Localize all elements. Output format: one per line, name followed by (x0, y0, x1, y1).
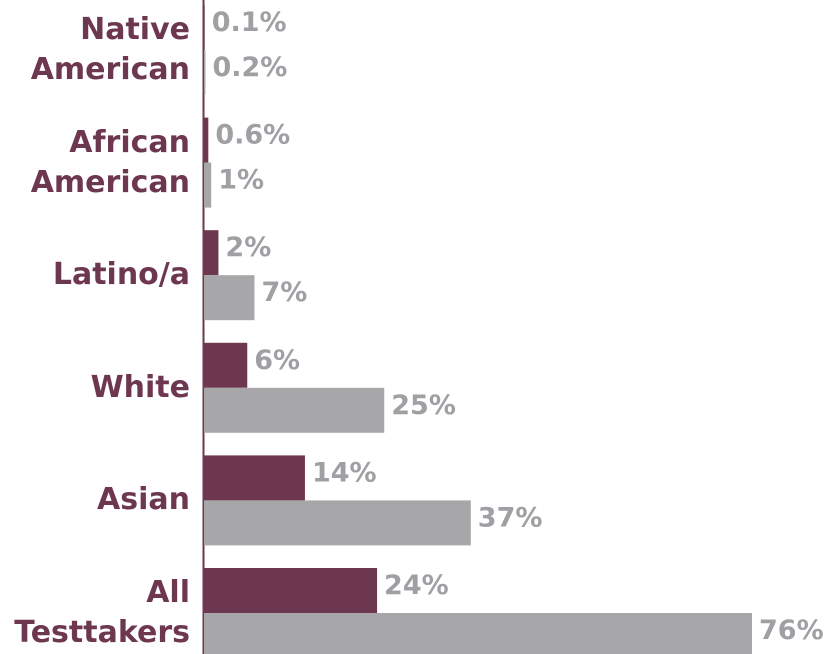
value-label: 76% (759, 615, 824, 646)
bar (204, 162, 212, 208)
category-label: Latino/a (52, 257, 190, 293)
value-label: 7% (261, 277, 307, 308)
bar (204, 500, 471, 546)
bar (204, 117, 209, 163)
category-label: White (90, 369, 190, 405)
value-label: 2% (225, 232, 271, 263)
bar (204, 230, 219, 276)
value-label: 0.1% (212, 7, 287, 38)
value-label: 0.2% (212, 52, 287, 83)
value-label: 25% (391, 390, 456, 421)
bar (204, 568, 378, 613)
value-label: 24% (384, 570, 449, 601)
value-label: 6% (254, 345, 300, 376)
bar (204, 275, 255, 321)
value-label: 37% (478, 502, 543, 533)
bar (204, 455, 305, 501)
bar (204, 50, 206, 95)
category-label: African American (30, 124, 190, 200)
value-label: 14% (312, 457, 377, 488)
category-label: Native American (30, 12, 190, 87)
bar (204, 387, 385, 433)
value-label: 0.6% (215, 120, 290, 151)
value-label: 1% (218, 165, 264, 196)
category-label: All Testtakers (14, 575, 190, 650)
bar (204, 613, 752, 654)
bar (204, 342, 248, 388)
bar (204, 5, 205, 50)
category-label: Asian (97, 482, 190, 518)
